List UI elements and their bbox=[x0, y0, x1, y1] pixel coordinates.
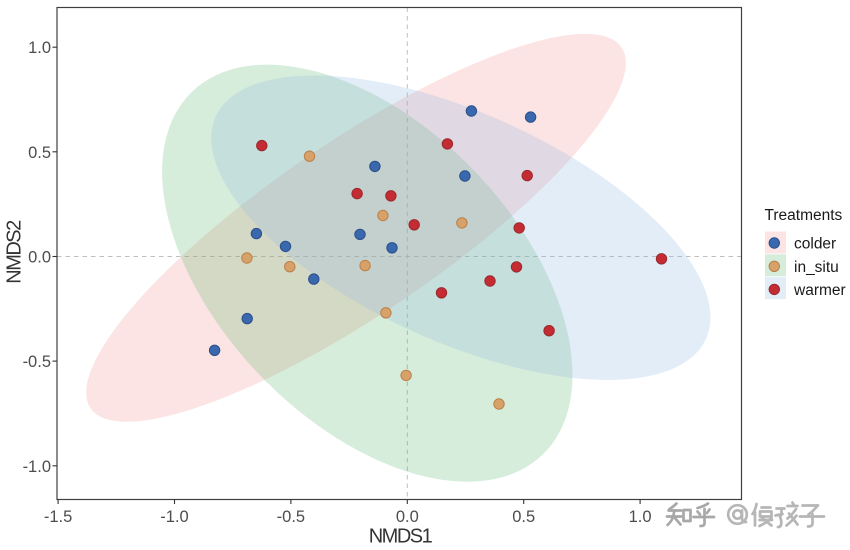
svg-text:0.0: 0.0 bbox=[28, 249, 51, 267]
svg-text:0.0: 0.0 bbox=[396, 508, 419, 526]
svg-text:warmer: warmer bbox=[793, 282, 846, 299]
svg-text:-0.5: -0.5 bbox=[23, 353, 51, 371]
svg-text:-1.0: -1.0 bbox=[23, 458, 51, 476]
svg-text:in_situ: in_situ bbox=[794, 259, 839, 276]
svg-text:NMDS1: NMDS1 bbox=[369, 526, 433, 548]
svg-text:1.0: 1.0 bbox=[28, 39, 51, 57]
svg-text:-1.5: -1.5 bbox=[44, 508, 72, 526]
svg-text:0.5: 0.5 bbox=[512, 508, 535, 526]
svg-text:1.0: 1.0 bbox=[629, 508, 652, 526]
svg-text:0.5: 0.5 bbox=[28, 144, 51, 162]
svg-text:NMDS2: NMDS2 bbox=[3, 220, 25, 284]
svg-text:-1.0: -1.0 bbox=[160, 508, 188, 526]
svg-text:Treatments: Treatments bbox=[765, 207, 843, 224]
svg-text:colder: colder bbox=[794, 236, 836, 253]
svg-text:-0.5: -0.5 bbox=[277, 508, 305, 526]
